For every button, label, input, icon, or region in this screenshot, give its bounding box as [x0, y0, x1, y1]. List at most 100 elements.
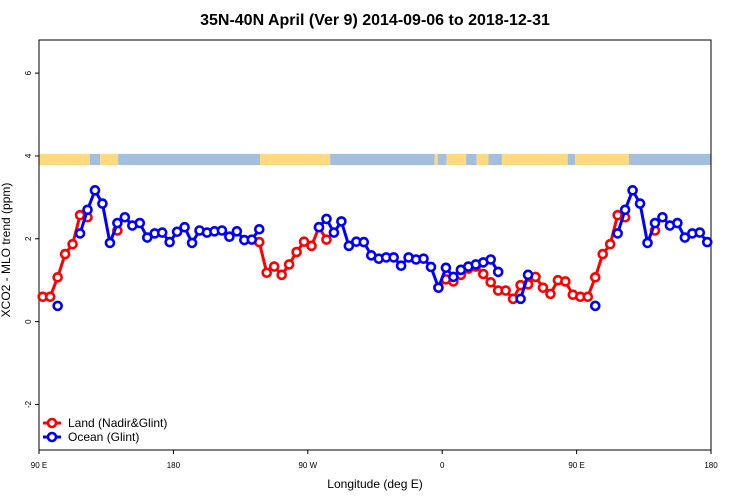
data-point — [649, 217, 661, 229]
x-tick-label: 90 W — [298, 461, 317, 470]
band-segment-land — [575, 153, 629, 166]
data-point — [59, 248, 71, 260]
data-point — [336, 216, 347, 227]
data-point — [67, 238, 78, 250]
data-point — [537, 282, 549, 293]
data-point — [395, 260, 407, 272]
data-point — [164, 236, 175, 248]
band-segment-ocean — [466, 153, 477, 166]
data-point — [448, 271, 459, 283]
data-point — [253, 223, 265, 235]
band-segment-ocean — [330, 153, 435, 166]
data-point — [672, 217, 683, 229]
chart-title: 35N-40N April (Ver 9) 2014-09-06 to 2018… — [200, 12, 550, 29]
data-point — [276, 269, 287, 281]
data-point — [216, 225, 228, 236]
data-point — [261, 267, 273, 279]
band-segment-ocean — [628, 153, 711, 166]
data-point — [515, 293, 526, 305]
data-point — [388, 252, 399, 263]
data-point — [522, 269, 534, 281]
data-point — [156, 227, 168, 238]
data-point — [112, 217, 123, 229]
data-point — [343, 240, 355, 252]
series-layer — [37, 185, 713, 312]
legend-marker — [46, 417, 58, 429]
data-point — [500, 285, 511, 296]
y-tick-label: 4 — [24, 153, 33, 158]
legend-marker — [46, 431, 58, 443]
data-point — [82, 204, 93, 216]
data-point — [425, 261, 437, 273]
data-point — [418, 253, 429, 264]
band-segment-land — [39, 153, 90, 166]
data-point — [657, 211, 668, 223]
data-point — [186, 237, 198, 249]
data-point — [612, 228, 623, 239]
data-point — [328, 227, 340, 238]
data-point — [52, 272, 63, 283]
data-point — [141, 232, 153, 243]
data-point — [485, 254, 497, 265]
x-tick-label: 180 — [704, 461, 718, 470]
x-tick-label: 0 — [440, 461, 445, 470]
data-point — [701, 236, 713, 248]
data-point — [52, 300, 63, 312]
data-point — [492, 266, 504, 278]
data-point — [321, 234, 332, 245]
data-point — [589, 272, 601, 283]
y-tick-label: -2 — [24, 400, 33, 408]
band-segment-ocean — [89, 153, 101, 166]
data-point — [358, 236, 370, 248]
data-point — [291, 246, 302, 258]
data-point — [119, 211, 131, 223]
data-point — [231, 226, 243, 237]
band-segment-land — [260, 153, 331, 166]
data-point — [485, 276, 497, 288]
band-segment-land — [476, 153, 489, 166]
band-segment-ocean — [567, 153, 576, 166]
data-point — [589, 300, 601, 312]
band-segment-land — [446, 153, 467, 166]
data-point — [179, 221, 190, 233]
band-segment-ocean — [488, 153, 502, 166]
band-segment-land — [434, 153, 438, 166]
band-segment-land — [100, 153, 119, 166]
legend-label: Land (Nadir&Glint) — [68, 416, 167, 430]
data-point — [246, 234, 258, 245]
band-segment-land — [501, 153, 568, 166]
data-point — [134, 217, 146, 229]
data-point — [321, 213, 332, 225]
y-tick-label: 2 — [24, 236, 33, 241]
data-point — [74, 228, 86, 239]
y-axis-label: XCO2 - MLO trend (ppm) — [0, 183, 13, 318]
legend: Land (Nadir&Glint)Ocean (Glint) — [43, 416, 167, 444]
data-point — [224, 231, 235, 243]
data-point — [597, 248, 609, 260]
data-point — [642, 237, 653, 249]
y-tick-label: 0 — [24, 319, 33, 324]
data-point — [89, 185, 101, 196]
x-axis-label: Longitude (deg E) — [327, 477, 422, 491]
data-point — [634, 198, 646, 209]
x-tick-label: 90 E — [568, 461, 584, 470]
data-point — [306, 240, 317, 252]
data-point — [298, 236, 310, 247]
x-tick-label: 180 — [167, 461, 181, 470]
data-point — [433, 282, 444, 293]
legend-label: Ocean (Glint) — [68, 430, 139, 444]
data-point — [97, 198, 108, 209]
data-point — [44, 291, 56, 303]
land-ocean-band — [39, 153, 711, 166]
data-point — [560, 276, 571, 287]
data-point — [313, 221, 325, 233]
band-segment-ocean — [437, 153, 447, 166]
series-ocean — [52, 185, 713, 312]
data-point — [268, 261, 280, 272]
data-point — [604, 238, 616, 250]
y-tick-label: 6 — [24, 70, 33, 75]
data-point — [679, 232, 691, 243]
data-point — [694, 227, 706, 238]
